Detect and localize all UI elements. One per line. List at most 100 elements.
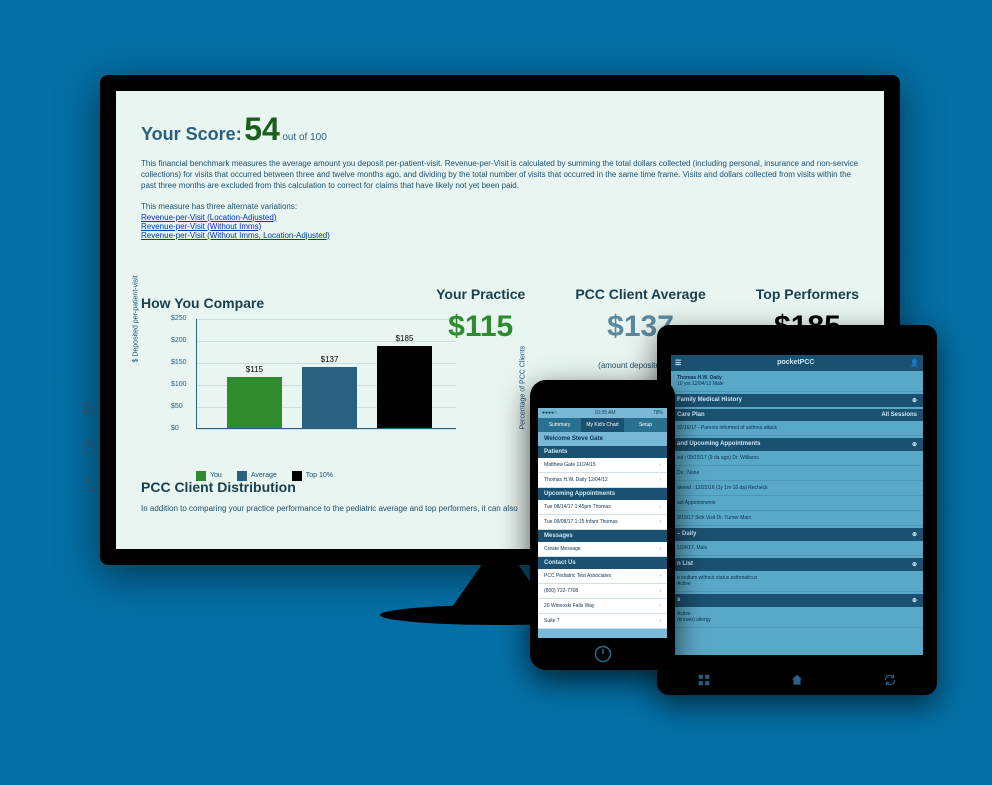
- grid-icon[interactable]: [697, 673, 711, 687]
- share-icon: [80, 476, 98, 494]
- tablet-section-header[interactable]: – Daily⊕: [671, 528, 923, 541]
- phone-row[interactable]: Tue 08/14/17 1:45pm Thomas ›: [538, 500, 667, 515]
- bar-label: $115: [227, 365, 282, 374]
- tablet-section-header[interactable]: Family Medical History ⊕: [671, 394, 923, 407]
- row-text: (800) 722-7708: [544, 588, 578, 594]
- phone-row[interactable]: Create Message ›: [538, 542, 667, 557]
- care-note: 02/16/17 - Parents informed of asthma at…: [671, 421, 923, 436]
- row-text: 20 Winooski Falls Way: [544, 603, 594, 609]
- phone-tab[interactable]: Summary: [538, 418, 581, 432]
- legend-label: You: [210, 472, 222, 479]
- user-icon[interactable]: 👤: [910, 359, 919, 367]
- variation-link[interactable]: Revenue-per-Visit (Without Imms, Locatio…: [141, 231, 859, 240]
- chevron-right-icon: ›: [659, 588, 661, 594]
- metric-label: PCC Client Average: [575, 286, 705, 302]
- legend-swatch: [196, 471, 206, 481]
- phone-row[interactable]: (800) 722-7708 ›: [538, 584, 667, 599]
- compare-chart: $ Deposited per-patient-visit $0$50$100$…: [141, 319, 461, 459]
- tablet-visit-row[interactable]: isit : 09/15/17 (9 da ago) Dr. Williams: [671, 451, 923, 466]
- expand-icon[interactable]: ⊕: [912, 597, 917, 604]
- legend-label: Average: [251, 472, 277, 479]
- row-text: PCC Pediatric Test Associates: [544, 573, 611, 579]
- chevron-right-icon: ›: [659, 477, 661, 483]
- bar: $185: [377, 346, 432, 427]
- chevron-right-icon: ›: [659, 603, 661, 609]
- section-title: Family Medical History: [677, 397, 742, 404]
- section-title: s: [677, 597, 680, 604]
- bar: $137: [302, 367, 357, 427]
- phone-row[interactable]: PCC Pediatric Test Associates ›: [538, 569, 667, 584]
- phone-tab[interactable]: My Kid's Chart: [581, 418, 624, 432]
- phone-section-header: Patients: [538, 446, 667, 458]
- expand-icon[interactable]: ⊕: [912, 561, 917, 568]
- upcoming-section[interactable]: and Upcoming Appointments ⊕: [671, 438, 923, 451]
- tablet-section-header[interactable]: s⊕: [671, 594, 923, 607]
- expand-icon[interactable]: ⊕: [912, 531, 917, 538]
- chevron-right-icon: ›: [659, 462, 661, 468]
- phone-section-header: Messages: [538, 530, 667, 542]
- phone-row[interactable]: Suite 7›: [538, 614, 667, 629]
- variation-link[interactable]: Revenue-per-Visit (Location-Adjusted): [141, 213, 859, 222]
- expand-icon[interactable]: ⊕: [912, 441, 917, 448]
- score-label: Your Score:: [141, 124, 242, 144]
- section-title: Care Plan: [677, 412, 705, 418]
- tablet-visit-row[interactable]: 9/15/17 Sick Visit Dr. Turner Main: [671, 511, 923, 526]
- chevron-right-icon: ›: [659, 546, 661, 552]
- legend-swatch: [292, 471, 302, 481]
- variations-label: This measure has three alternate variati…: [141, 202, 859, 211]
- chevron-right-icon: ›: [659, 519, 661, 525]
- metric-label: Your Practice: [436, 286, 525, 302]
- tablet-visit-row[interactable]: Dx : None: [671, 466, 923, 481]
- menu-icon[interactable]: ☰: [675, 359, 681, 367]
- tablet-screen: ☰ pocketPCC 👤 Thomas H.W. Daily 10 yrs 1…: [671, 355, 923, 655]
- tablet-visit-row[interactable]: anned : 12/22/16 (1y 1m 16 da) Recheck: [671, 481, 923, 496]
- welcome-text: Welcome Steve Gate: [538, 432, 667, 446]
- tablet-section-header[interactable]: n List ⊕: [671, 558, 923, 571]
- section-right: ⊕: [912, 397, 917, 404]
- ytick: $50: [171, 403, 183, 410]
- legend-item: You: [196, 471, 222, 481]
- tablet-header: ☰ pocketPCC 👤: [671, 355, 923, 371]
- distribution-ylabel: Percentage of PCC Clients: [520, 345, 527, 429]
- status-time: 10:35 AM: [594, 410, 615, 416]
- phone-screen: ●●●●○ 10:35 AM 78% SummaryMy Kid's Chart…: [538, 408, 667, 638]
- bar: $115: [227, 377, 282, 428]
- section-right: All Sessions: [881, 412, 917, 418]
- pcc-dist-text: In addition to comparing your practice p…: [141, 503, 521, 514]
- ytick: $0: [171, 425, 179, 432]
- phone-status-bar: ●●●●○ 10:35 AM 78%: [538, 408, 667, 418]
- chevron-right-icon: ›: [659, 573, 661, 579]
- phone-row[interactable]: Tue 09/08/17 1:15 Infant Thomas›: [538, 515, 667, 530]
- chevron-right-icon: ›: [659, 504, 661, 510]
- tablet-visit-row[interactable]: ast Appointments: [671, 496, 923, 511]
- row-text: Matthew Gate 11/24/15: [544, 462, 596, 468]
- upcoming-title: and Upcoming Appointments: [677, 441, 760, 448]
- gridline: [196, 429, 456, 430]
- bar-label: $185: [377, 334, 432, 343]
- phone-row[interactable]: Matthew Gate 11/24/15 ›: [538, 458, 667, 473]
- bar-label: $137: [302, 355, 357, 364]
- section-title: n List: [677, 561, 693, 568]
- phone-tab[interactable]: Setup: [624, 418, 667, 432]
- chevron-right-icon: ›: [659, 618, 661, 624]
- compare-ylabel: $ Deposited per-patient-visit: [133, 275, 140, 362]
- tablet-section-header[interactable]: Care Plan All Sessions: [671, 409, 923, 421]
- ytick: $100: [171, 381, 187, 388]
- variation-link[interactable]: Revenue-per-Visit (Without Imms): [141, 222, 859, 231]
- refresh-icon[interactable]: [883, 673, 897, 687]
- score-suffix: out of 100: [282, 132, 326, 143]
- battery-pct: 78%: [653, 410, 663, 416]
- power-icon: [80, 438, 98, 456]
- phone-row[interactable]: 20 Winooski Falls Way ›: [538, 599, 667, 614]
- row-text: Create Message: [544, 546, 581, 552]
- tablet-patient[interactable]: Thomas H.W. Daily 10 yrs 12/04/12 Male: [671, 371, 923, 392]
- home-icon[interactable]: [790, 673, 804, 687]
- legend-item: Top 10%: [292, 471, 333, 481]
- row-text: Tue 08/14/17 1:45pm Thomas: [544, 504, 611, 510]
- tablet-row: Active (known) allergy: [671, 607, 923, 628]
- phone-home-button[interactable]: [593, 644, 613, 664]
- phone-section-header: Upcoming Appointments: [538, 488, 667, 500]
- phone-row[interactable]: Thomas H.W. Daily 12/04/12›: [538, 473, 667, 488]
- ytick: $150: [171, 359, 187, 366]
- score-line: Your Score: 54 out of 100: [141, 111, 859, 148]
